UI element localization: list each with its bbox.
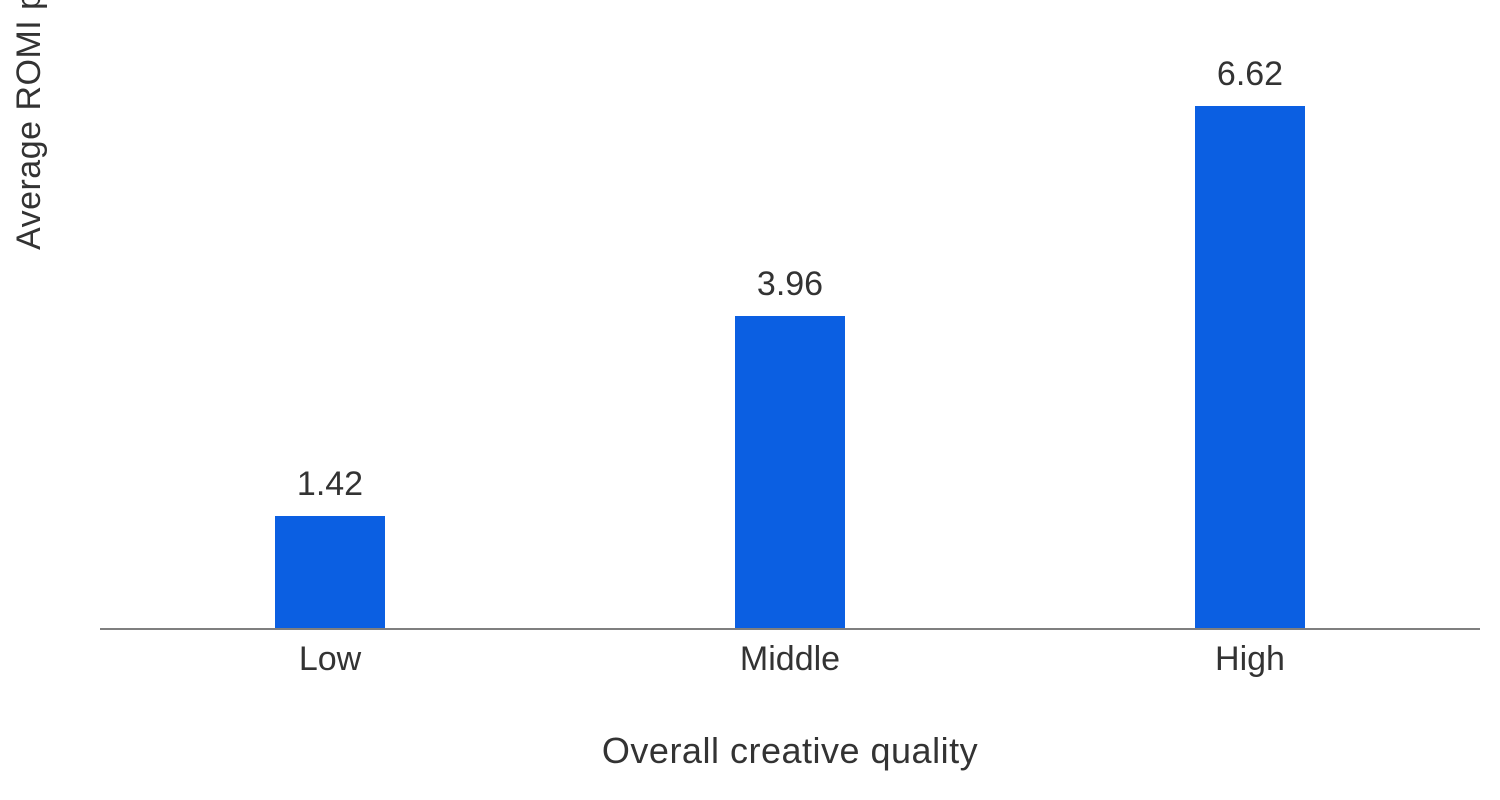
bar-slot-low: 1.42 (100, 30, 560, 628)
romi-bar-chart: Average ROMI profit 1.42 3.96 6.62 Low M… (0, 0, 1500, 800)
x-label-middle: Middle (560, 640, 1020, 679)
bar-middle (735, 316, 845, 628)
x-label-high: High (1020, 640, 1480, 679)
bar-low (275, 516, 385, 628)
bars-row: 1.42 3.96 6.62 (100, 30, 1480, 628)
x-label-low: Low (100, 640, 560, 679)
bar-value-label: 1.42 (297, 465, 363, 504)
x-category-labels: Low Middle High (100, 640, 1480, 679)
bar-value-label: 3.96 (757, 265, 823, 304)
bar-value-label: 6.62 (1217, 55, 1283, 94)
bar-high (1195, 106, 1305, 628)
bar-slot-high: 6.62 (1020, 30, 1480, 628)
bar-slot-middle: 3.96 (560, 30, 1020, 628)
x-axis-title: Overall creative quality (100, 730, 1480, 772)
plot-area: 1.42 3.96 6.62 (100, 30, 1480, 630)
y-axis-label: Average ROMI profit (10, 0, 49, 250)
